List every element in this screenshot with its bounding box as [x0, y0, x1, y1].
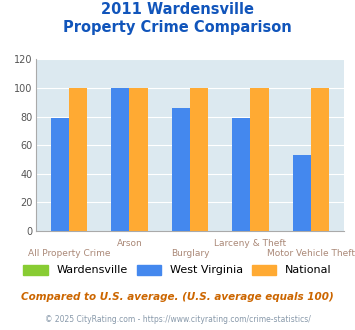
Bar: [293, 155, 311, 231]
Text: Burglary: Burglary: [171, 249, 209, 258]
Bar: [172, 108, 190, 231]
Text: All Property Crime: All Property Crime: [28, 249, 110, 258]
Bar: [129, 88, 148, 231]
Bar: [51, 118, 69, 231]
Legend: Wardensville, West Virginia, National: Wardensville, West Virginia, National: [23, 265, 332, 275]
Text: Arson: Arson: [116, 239, 142, 248]
Text: Motor Vehicle Theft: Motor Vehicle Theft: [267, 249, 355, 258]
Bar: [111, 88, 129, 231]
Bar: [232, 118, 251, 231]
Bar: [251, 88, 269, 231]
Bar: [190, 88, 208, 231]
Text: Property Crime Comparison: Property Crime Comparison: [63, 20, 292, 35]
Text: Compared to U.S. average. (U.S. average equals 100): Compared to U.S. average. (U.S. average …: [21, 292, 334, 302]
Bar: [311, 88, 329, 231]
Text: 2011 Wardensville: 2011 Wardensville: [101, 2, 254, 16]
Text: Larceny & Theft: Larceny & Theft: [214, 239, 286, 248]
Bar: [69, 88, 87, 231]
Text: © 2025 CityRating.com - https://www.cityrating.com/crime-statistics/: © 2025 CityRating.com - https://www.city…: [45, 315, 310, 324]
